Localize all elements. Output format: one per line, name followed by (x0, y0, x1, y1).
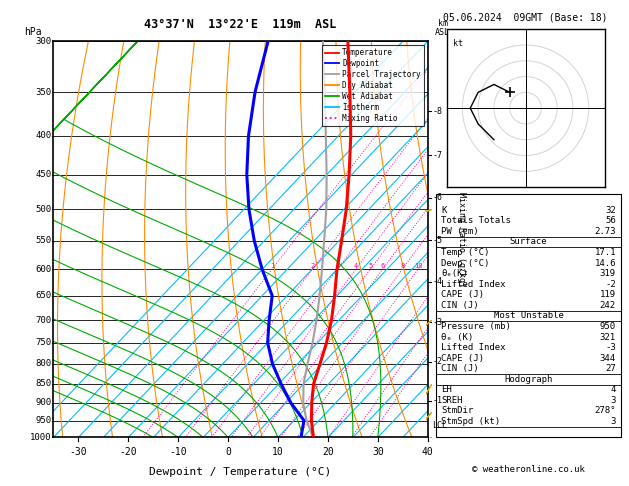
Text: θₑ (K): θₑ (K) (442, 332, 474, 342)
Text: 850: 850 (35, 380, 52, 388)
Text: 43°37'N  13°22'E  119m  ASL: 43°37'N 13°22'E 119m ASL (145, 18, 337, 32)
Text: EH: EH (442, 385, 452, 394)
Text: 1000: 1000 (30, 433, 52, 442)
Text: Dewp (°C): Dewp (°C) (442, 259, 490, 268)
Text: -1: -1 (432, 397, 442, 405)
Text: 40: 40 (422, 447, 433, 457)
Text: © weatheronline.co.uk: © weatheronline.co.uk (472, 465, 585, 474)
Text: kt: kt (453, 39, 463, 48)
Text: 450: 450 (35, 170, 52, 179)
Text: 600: 600 (35, 265, 52, 274)
Text: CAPE (J): CAPE (J) (442, 290, 484, 299)
Text: 27: 27 (605, 364, 616, 373)
Text: 321: 321 (600, 332, 616, 342)
Text: -3: -3 (605, 343, 616, 352)
Text: 5: 5 (368, 263, 372, 269)
Text: 319: 319 (600, 269, 616, 278)
Text: -7: -7 (432, 151, 442, 159)
Text: CIN (J): CIN (J) (442, 364, 479, 373)
Text: Temp (°C): Temp (°C) (442, 248, 490, 257)
Text: 500: 500 (35, 205, 52, 214)
Text: 20: 20 (322, 447, 334, 457)
Legend: Temperature, Dewpoint, Parcel Trajectory, Dry Adiabat, Wet Adiabat, Isotherm, Mi: Temperature, Dewpoint, Parcel Trajectory… (322, 45, 424, 126)
Text: 800: 800 (35, 360, 52, 368)
Text: CAPE (J): CAPE (J) (442, 354, 484, 363)
Text: Totals Totals: Totals Totals (442, 216, 511, 226)
Text: 950: 950 (600, 322, 616, 331)
Text: 10: 10 (272, 447, 284, 457)
Text: 17.1: 17.1 (594, 248, 616, 257)
Text: -20: -20 (120, 447, 137, 457)
Text: 3: 3 (611, 417, 616, 426)
Text: Lifted Index: Lifted Index (442, 343, 506, 352)
Text: Pressure (mb): Pressure (mb) (442, 322, 511, 331)
Text: 350: 350 (35, 87, 52, 97)
Text: 900: 900 (35, 398, 52, 407)
Text: 56: 56 (605, 216, 616, 226)
Text: 700: 700 (35, 315, 52, 325)
Text: LCL: LCL (432, 421, 447, 430)
Text: PW (cm): PW (cm) (442, 227, 479, 236)
Text: 1: 1 (270, 263, 274, 269)
Text: -30: -30 (70, 447, 87, 457)
Text: 32: 32 (605, 206, 616, 215)
Text: km
ASL: km ASL (435, 18, 450, 37)
Text: StmSpd (kt): StmSpd (kt) (442, 417, 501, 426)
Text: 14.6: 14.6 (594, 259, 616, 268)
Text: 400: 400 (35, 131, 52, 140)
Text: K: K (442, 206, 447, 215)
Text: 2: 2 (310, 263, 314, 269)
Text: hPa: hPa (24, 27, 42, 37)
Text: 10: 10 (414, 263, 422, 269)
Text: 278°: 278° (594, 406, 616, 416)
Text: 4: 4 (611, 385, 616, 394)
Text: 30: 30 (372, 447, 384, 457)
Text: SREH: SREH (442, 396, 463, 405)
Text: 3: 3 (611, 396, 616, 405)
Text: 300: 300 (35, 37, 52, 46)
Text: -4: -4 (432, 277, 442, 286)
Text: θₑ(K): θₑ(K) (442, 269, 469, 278)
Text: -10: -10 (169, 447, 187, 457)
Text: 8: 8 (400, 263, 404, 269)
Text: 550: 550 (35, 236, 52, 245)
Text: 950: 950 (35, 416, 52, 425)
Text: 2.73: 2.73 (594, 227, 616, 236)
Text: -3: -3 (432, 318, 442, 327)
Text: StmDir: StmDir (442, 406, 474, 416)
Text: 6: 6 (381, 263, 385, 269)
Text: -2: -2 (605, 280, 616, 289)
Text: -6: -6 (432, 193, 442, 203)
Text: 242: 242 (600, 301, 616, 310)
Text: 344: 344 (600, 354, 616, 363)
Text: -8: -8 (432, 107, 442, 116)
Text: 0: 0 (225, 447, 231, 457)
Text: Lifted Index: Lifted Index (442, 280, 506, 289)
Text: 05.06.2024  09GMT (Base: 18): 05.06.2024 09GMT (Base: 18) (443, 12, 608, 22)
Text: 119: 119 (600, 290, 616, 299)
Text: 4: 4 (353, 263, 358, 269)
Text: 650: 650 (35, 291, 52, 300)
Text: Hodograph: Hodograph (504, 375, 553, 384)
Text: 750: 750 (35, 338, 52, 347)
Text: Dewpoint / Temperature (°C): Dewpoint / Temperature (°C) (150, 467, 331, 477)
Text: Most Unstable: Most Unstable (494, 312, 564, 320)
Text: 3: 3 (335, 263, 340, 269)
Text: CIN (J): CIN (J) (442, 301, 479, 310)
Text: Surface: Surface (510, 238, 547, 246)
Text: -2: -2 (432, 357, 442, 366)
Text: -5: -5 (432, 236, 442, 244)
Text: Mixing Ratio (g/kg): Mixing Ratio (g/kg) (457, 192, 466, 287)
